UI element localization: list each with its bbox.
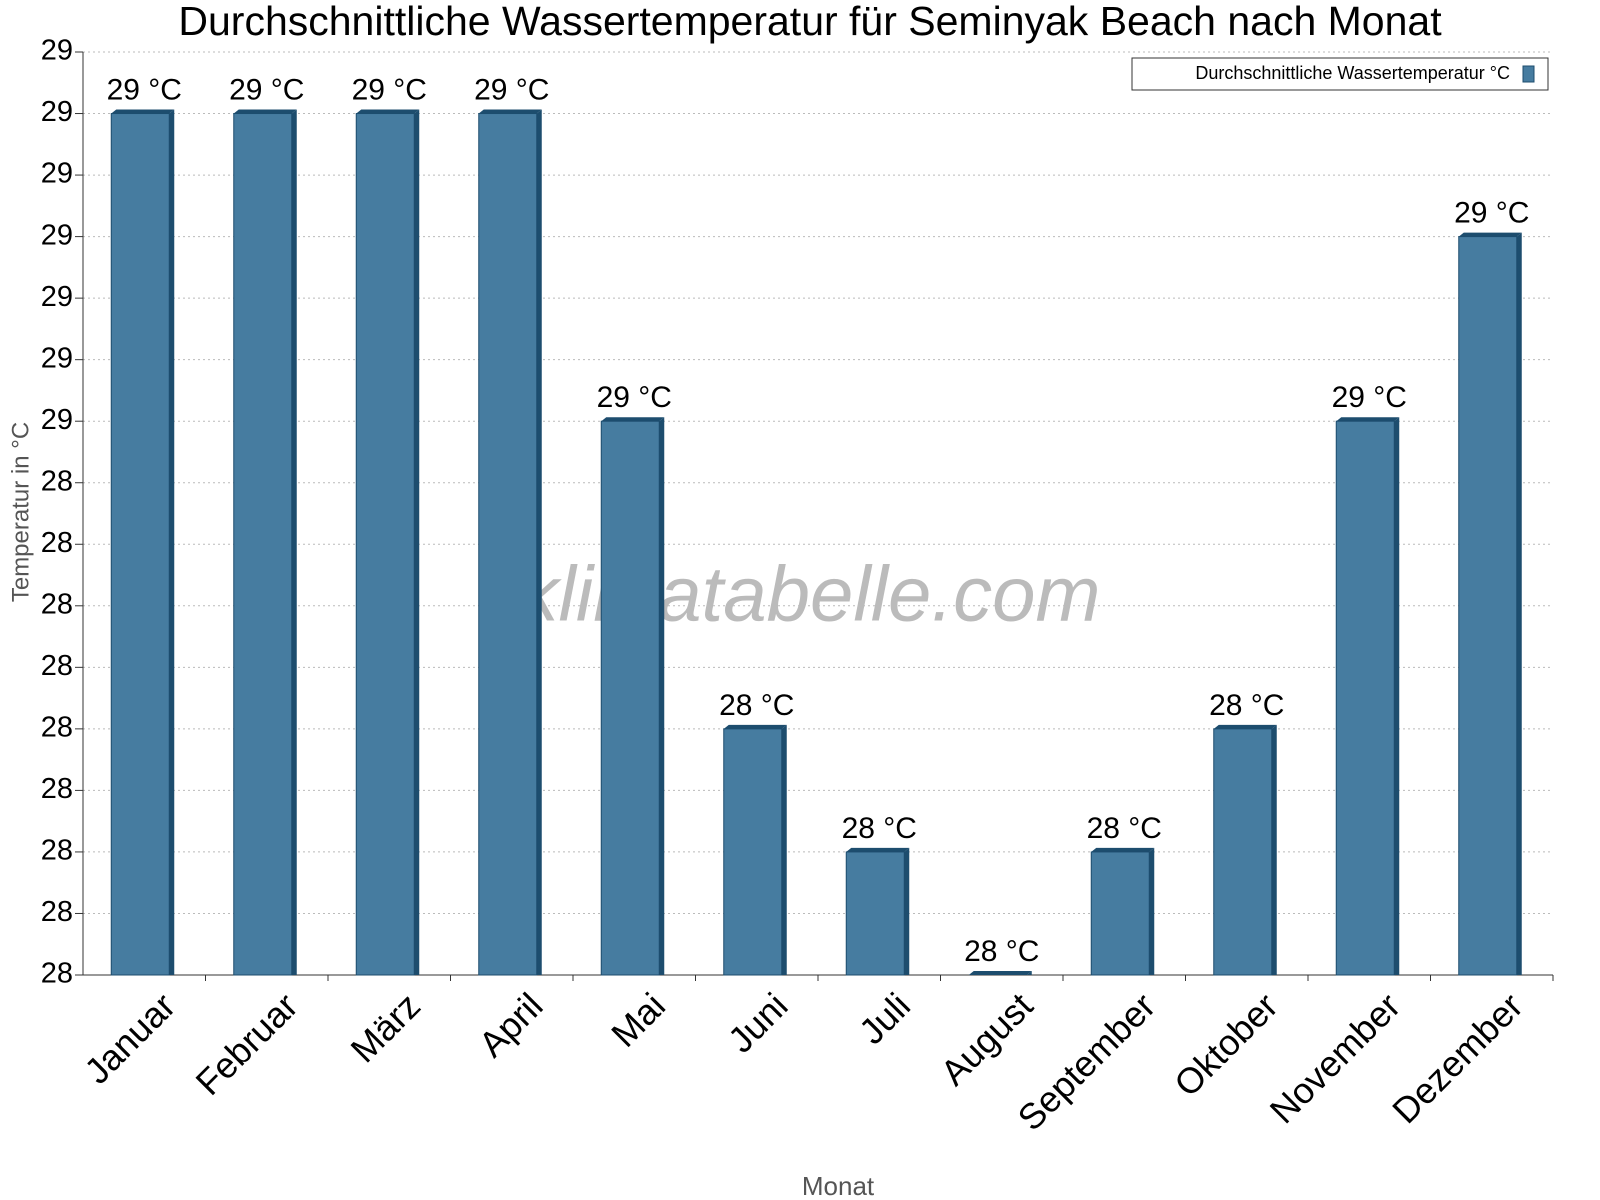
bar (845, 851, 905, 976)
data-label: 29 °C (352, 73, 427, 106)
y-tick-label: 29 (41, 96, 73, 128)
bar-group (110, 109, 175, 976)
bar (110, 113, 170, 976)
bar-top (478, 109, 542, 114)
bar-top (601, 417, 665, 422)
data-label: 28 °C (1087, 812, 1162, 845)
bar-group (233, 109, 297, 976)
bar (600, 420, 660, 976)
bar-group (845, 847, 910, 976)
x-tick-label: Juli (851, 985, 918, 1052)
legend-label: Durchschnittliche Wassertemperatur °C (1195, 63, 1510, 83)
data-label: 29 °C (1332, 381, 1407, 414)
chart-title: Durchschnittliche Wassertemperatur für S… (178, 0, 1442, 44)
y-tick-label: 29 (41, 219, 73, 251)
bar (1213, 728, 1273, 976)
bar-group (1090, 847, 1155, 976)
bar-side (1394, 417, 1400, 975)
bar-top (1336, 417, 1400, 422)
bar (1090, 851, 1150, 976)
bar (723, 728, 783, 976)
bar-side (169, 109, 175, 976)
bar-top (723, 724, 787, 729)
x-tick-label: Januar (76, 985, 183, 1092)
y-tick-label: 28 (41, 650, 73, 682)
y-tick-label: 28 (41, 588, 73, 620)
bar-group (478, 109, 542, 976)
bar-top (968, 971, 1032, 975)
x-tick-label: März (343, 985, 429, 1071)
bar-side (781, 724, 787, 975)
x-tick-label: Februar (187, 985, 305, 1103)
bar-top (111, 109, 175, 114)
x-tick-label: Mai (603, 985, 673, 1055)
bar-top (1091, 847, 1155, 852)
x-tick-label: August (932, 985, 1040, 1093)
bar-side (1271, 724, 1277, 975)
y-tick-label: 28 (41, 465, 73, 497)
bar-top (356, 109, 420, 114)
data-label: 28 °C (719, 689, 794, 722)
bar (1335, 420, 1395, 976)
y-tick-label: 29 (41, 281, 73, 313)
y-tick-label: 28 (41, 712, 73, 744)
y-tick-label: 29 (41, 342, 73, 374)
x-tick-label: November (1262, 985, 1408, 1131)
data-label: 29 °C (474, 73, 549, 106)
x-tick-label: Oktober (1166, 985, 1286, 1105)
bar-group (1335, 417, 1400, 976)
bar-group (723, 724, 787, 976)
y-tick-label: 28 (41, 527, 73, 559)
bar-top (1213, 724, 1277, 729)
bar-group (1458, 232, 1522, 976)
bar-side (291, 109, 297, 976)
bar-group (1213, 724, 1277, 976)
bar-side (536, 109, 542, 976)
legend-swatch (1522, 65, 1535, 83)
data-label: 28 °C (1209, 689, 1284, 722)
y-tick-label: 28 (41, 958, 73, 990)
y-tick-label: 28 (41, 835, 73, 867)
legend-box (1131, 57, 1549, 91)
bar-group (600, 417, 665, 976)
bar (478, 113, 538, 976)
y-tick-label: 28 (41, 896, 73, 928)
data-label: 28 °C (842, 812, 917, 845)
bar (355, 113, 415, 976)
data-label: 29 °C (107, 73, 182, 106)
x-tick-label: Dezember (1384, 985, 1530, 1131)
y-tick-label: 28 (41, 773, 73, 805)
y-tick-label: 29 (41, 404, 73, 436)
bar-group (355, 109, 420, 976)
bar (1458, 236, 1518, 976)
x-tick-label: Juni (720, 985, 796, 1061)
data-label: 29 °C (229, 73, 304, 106)
y-tick-label: 29 (41, 158, 73, 190)
bar-top (233, 109, 297, 114)
bar-top (1458, 232, 1522, 237)
y-tick-label: 29 (41, 35, 73, 67)
bar-side (1149, 847, 1155, 975)
data-label: 29 °C (597, 381, 672, 414)
bar-top (846, 847, 910, 852)
data-label: 28 °C (964, 935, 1039, 968)
bar-side (414, 109, 420, 976)
bar (233, 113, 293, 976)
bar-side (904, 847, 910, 975)
bar-side (659, 417, 665, 975)
x-tick-label: April (471, 985, 551, 1065)
bar-side (1516, 232, 1522, 976)
y-axis-title: Temperatur in °C (7, 422, 34, 602)
data-label: 29 °C (1454, 197, 1529, 230)
bar-group (968, 971, 1032, 975)
x-axis-title: Monat (802, 1171, 875, 1200)
